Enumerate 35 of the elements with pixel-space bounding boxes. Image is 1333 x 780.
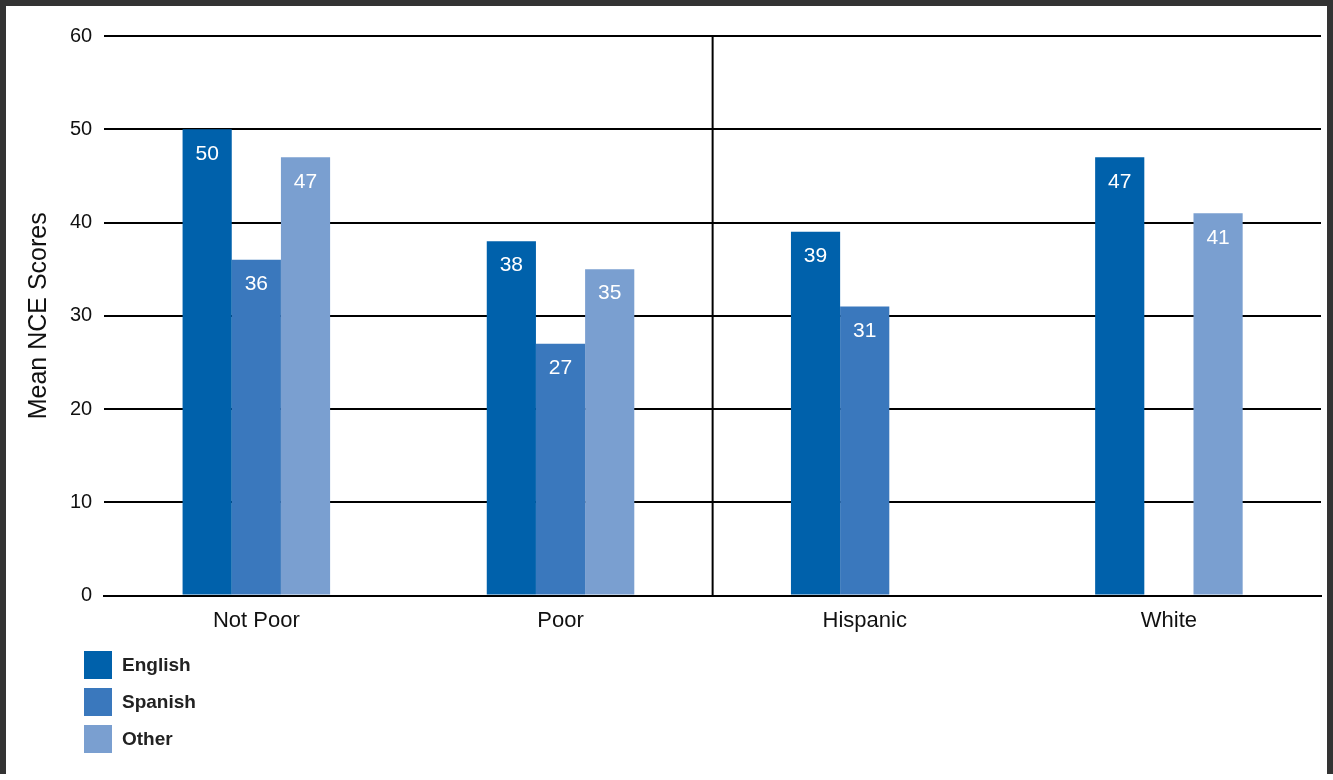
y-tick-label: 30 [70, 303, 93, 326]
bar [486, 241, 536, 595]
x-tick-label: Poor [537, 606, 584, 632]
y-axis-title: Mean NCE Scores [22, 212, 51, 420]
x-tick-label: Not Poor [212, 606, 300, 632]
x-tick-label: Hispanic [822, 606, 907, 632]
bar [585, 269, 635, 595]
data-label: 31 [853, 317, 877, 341]
y-tick-label: 50 [70, 116, 93, 139]
legend-label: English [122, 653, 191, 676]
bar [790, 231, 841, 595]
data-label: 47 [1108, 168, 1132, 192]
y-tick-label: 10 [70, 489, 93, 512]
y-tick-label: 40 [70, 210, 93, 233]
data-label: 41 [1206, 224, 1230, 248]
x-tick-label: White [1140, 606, 1198, 632]
data-label: 39 [803, 243, 828, 267]
bar [840, 306, 890, 595]
y-tick-label: 0 [81, 583, 93, 606]
bar [280, 157, 331, 595]
data-label: 38 [499, 252, 524, 276]
bar [182, 129, 232, 595]
bar [535, 343, 586, 595]
bar [1193, 213, 1243, 595]
data-label: 35 [598, 280, 622, 304]
data-label: 47 [293, 168, 318, 192]
bar [231, 259, 281, 595]
legend-label: Other [122, 727, 173, 750]
data-label: 50 [195, 140, 219, 164]
legend-label: Spanish [122, 690, 196, 713]
y-tick-label: 60 [70, 23, 93, 46]
bar [1095, 157, 1145, 595]
data-label: 27 [548, 355, 573, 379]
data-label: 36 [244, 271, 269, 295]
y-tick-label: 20 [70, 396, 93, 419]
